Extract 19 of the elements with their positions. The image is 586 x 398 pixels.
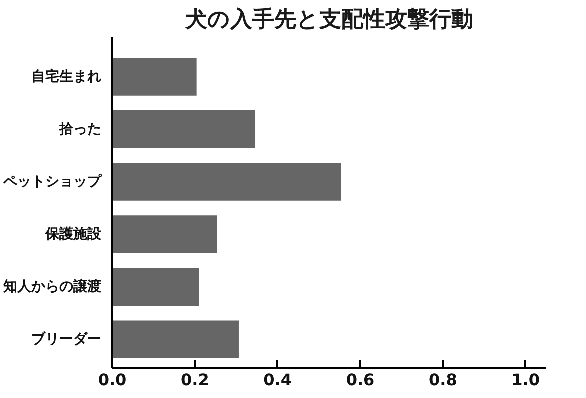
y-tick-label: 知人からの譲渡 — [2, 278, 102, 296]
bar — [112, 320, 239, 359]
chart-title: 犬の入手先と支配性攻撃行動 — [186, 8, 474, 32]
bar — [112, 268, 200, 306]
x-tick-label: 0.4 — [264, 370, 292, 390]
y-tick-label: 保護施設 — [44, 226, 102, 243]
x-tick-label: 0.8 — [428, 370, 458, 390]
y-tick-label: 拾った — [58, 121, 102, 138]
y-tick-label: ペットショップ — [2, 172, 102, 190]
x-tick-label: 0.2 — [180, 370, 210, 390]
x-tick-label: 0.6 — [346, 370, 375, 390]
x-tick-label: 1.0 — [512, 370, 540, 390]
x-tick-label: 0.0 — [98, 370, 127, 390]
bar — [112, 110, 256, 148]
y-tick-label: ブリーダー — [32, 330, 102, 348]
bar — [112, 58, 197, 96]
y-tick-label: 自宅生まれ — [32, 68, 102, 85]
bar — [112, 216, 218, 254]
bar — [112, 163, 342, 201]
